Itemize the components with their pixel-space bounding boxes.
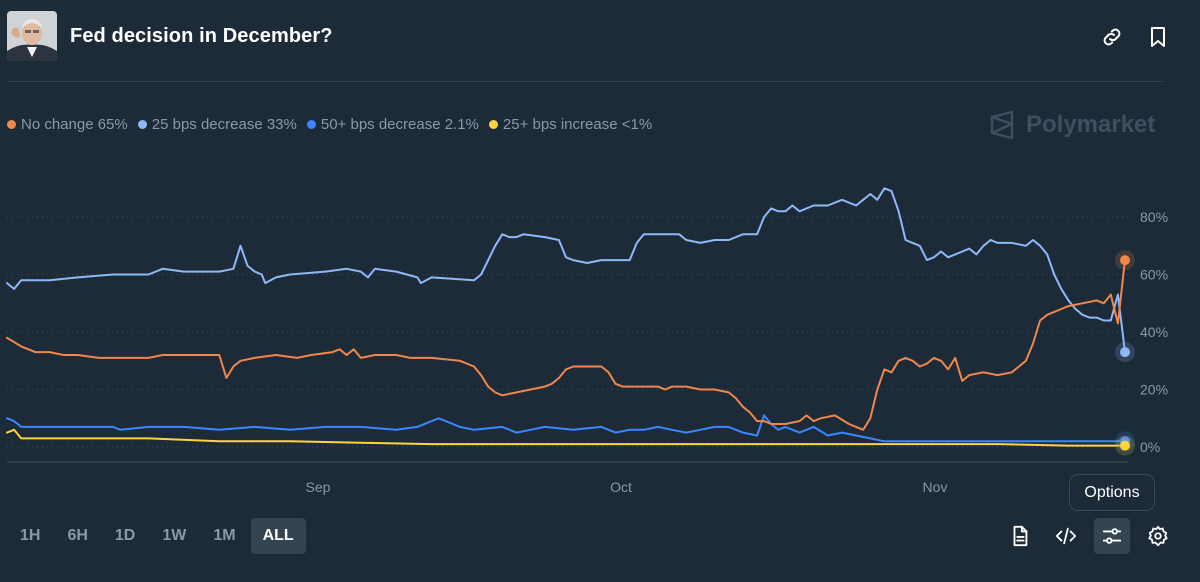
legend-item-no-change: No change 65% bbox=[7, 116, 128, 133]
y-tick-label: 80% bbox=[1140, 209, 1168, 225]
polymarket-watermark: Polymarket bbox=[988, 110, 1155, 140]
chart-legend: No change 65% 25 bps decrease 33% 50+ bp… bbox=[7, 116, 652, 133]
legend-label: 50+ bps decrease 2.1% bbox=[320, 116, 479, 133]
legend-dot-icon bbox=[137, 120, 147, 129]
series-line-25-bps-decrease bbox=[6, 187, 1126, 354]
range-button-all[interactable]: ALL bbox=[250, 518, 306, 554]
series-line-no-change bbox=[6, 259, 1126, 431]
y-axis: 80% 60% 40% 20% 0% bbox=[1140, 209, 1168, 455]
page-title: Fed decision in December? bbox=[70, 25, 333, 47]
x-axis: Sep Oct Nov bbox=[7, 461, 1128, 495]
embed-code-icon bbox=[1055, 527, 1077, 545]
range-button-6h[interactable]: 6H bbox=[67, 527, 88, 544]
resolution-document-button[interactable] bbox=[1002, 518, 1038, 554]
probability-chart: Sep Oct Nov 80% 60% 40% 20% 0% bbox=[6, 187, 1168, 495]
y-tick-label: 60% bbox=[1140, 267, 1168, 283]
bookmark-button[interactable] bbox=[1145, 24, 1171, 50]
legend-item-25-bps-decrease: 25 bps decrease 33% bbox=[137, 116, 297, 133]
options-button[interactable] bbox=[1094, 518, 1130, 554]
y-tick-label: 20% bbox=[1140, 382, 1168, 398]
embed-button[interactable] bbox=[1048, 518, 1084, 554]
polymarket-logo-icon bbox=[990, 110, 1014, 140]
settings-gear-icon bbox=[1148, 525, 1168, 547]
person-portrait-icon bbox=[7, 11, 57, 61]
legend-dot-icon bbox=[306, 120, 316, 129]
end-marker bbox=[1120, 347, 1130, 358]
x-tick-label: Sep bbox=[306, 479, 331, 495]
range-button-1d[interactable]: 1D bbox=[114, 527, 136, 544]
y-tick-label: 40% bbox=[1140, 324, 1168, 340]
series-line-50-bps-decrease bbox=[6, 414, 1126, 443]
document-icon bbox=[1013, 525, 1028, 547]
link-icon bbox=[1103, 28, 1121, 46]
legend-label: No change 65% bbox=[21, 116, 128, 133]
header-divider bbox=[7, 81, 1163, 82]
avatar bbox=[7, 11, 57, 61]
options-tooltip: Options bbox=[1069, 474, 1155, 511]
range-button-1h[interactable]: 1H bbox=[20, 527, 41, 544]
legend-dot-icon bbox=[488, 120, 498, 129]
brand-name: Polymarket bbox=[1026, 111, 1156, 138]
end-marker bbox=[1120, 255, 1130, 266]
legend-label: 25+ bps increase <1% bbox=[502, 116, 653, 133]
settings-button[interactable] bbox=[1140, 518, 1176, 554]
series-line-25-bps-increase bbox=[6, 428, 1126, 447]
time-range-selector: 1H 6H 1D 1W 1M ALL bbox=[8, 518, 309, 554]
x-tick-label: Oct bbox=[610, 479, 632, 495]
options-sliders-icon bbox=[1102, 528, 1122, 544]
x-tick-label: Nov bbox=[923, 479, 948, 495]
legend-dot-icon bbox=[7, 120, 16, 129]
chart-grid bbox=[7, 216, 1128, 448]
legend-item-25-bps-increase: 25+ bps increase <1% bbox=[488, 116, 653, 133]
copy-link-button[interactable] bbox=[1099, 24, 1125, 50]
y-tick-label: 0% bbox=[1140, 439, 1160, 455]
legend-item-50-bps-decrease: 50+ bps decrease 2.1% bbox=[306, 116, 479, 133]
end-marker bbox=[1120, 440, 1130, 451]
range-button-1m[interactable]: 1M bbox=[213, 527, 236, 544]
chart-series bbox=[6, 187, 1126, 447]
legend-label: 25 bps decrease 33% bbox=[151, 116, 297, 133]
chart-end-markers bbox=[1115, 250, 1135, 456]
range-button-1w[interactable]: 1W bbox=[162, 527, 187, 544]
bookmark-icon bbox=[1151, 27, 1165, 47]
header: Fed decision in December? bbox=[0, 0, 1200, 82]
